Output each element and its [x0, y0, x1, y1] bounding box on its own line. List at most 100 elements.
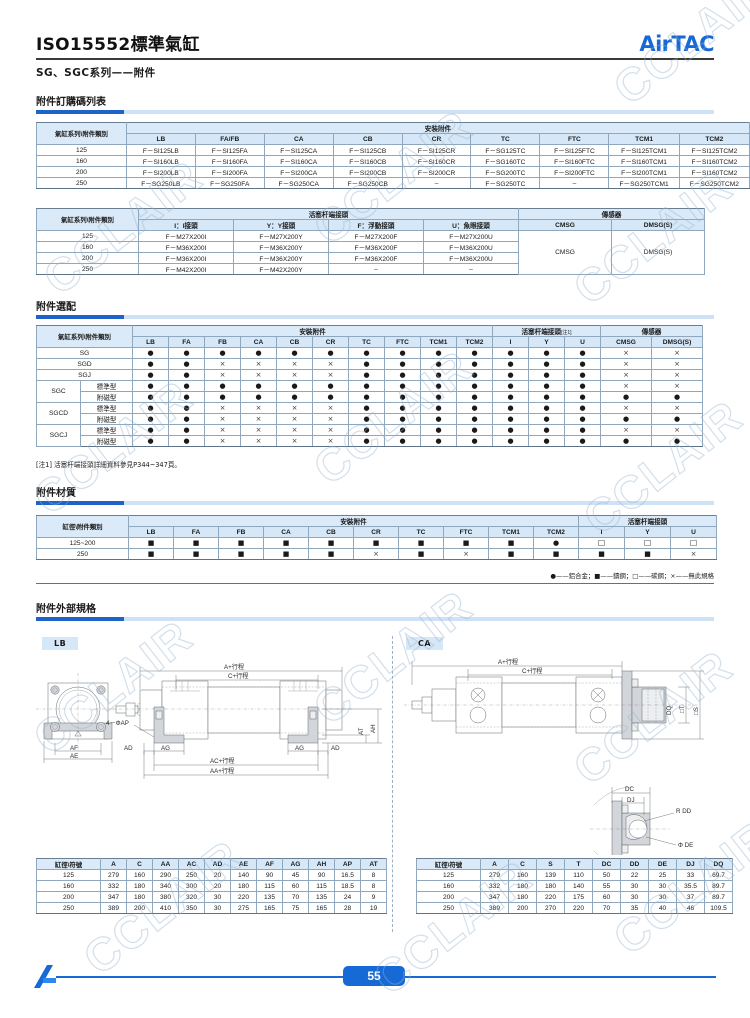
series-label: SGJ [36, 369, 133, 381]
section-title: 附件外部規格 [36, 604, 96, 615]
value-cell: 45 [282, 869, 309, 881]
series-label: SGD [36, 358, 133, 370]
col-header: I：I接頭 [138, 219, 234, 231]
value-cell: 18.5 [334, 880, 361, 892]
mark-o [579, 404, 585, 412]
mark-s [283, 550, 290, 558]
mark-x [220, 404, 226, 412]
mark-x [220, 360, 226, 368]
airtac-footer-logo [34, 965, 56, 988]
col-header-TC: TC [398, 526, 444, 538]
code-cell: F－SI200LB [125, 166, 196, 178]
code-cell: F－SI125LB [125, 144, 196, 156]
mark-cell [492, 369, 529, 381]
corner-label: 缸徑\符號 [36, 858, 101, 870]
mark-cell [528, 435, 565, 447]
table-row: 附磁型 [37, 413, 703, 425]
col-header-AF: AF [256, 858, 283, 870]
bore-cell: 250 [36, 263, 139, 275]
value-cell: 200 [126, 902, 153, 914]
mark-cell [353, 537, 399, 549]
dimension-table-lb: 缸徑\符號 A C AA AC AD AE AF AG AH AP AT 125 279 160 290 250… [36, 858, 387, 914]
col-header-T: T [564, 858, 593, 870]
value-cell: 75 [282, 902, 309, 914]
value-cell: 332 [100, 880, 127, 892]
col-header-DD: DD [620, 858, 649, 870]
mark-cell [312, 413, 349, 425]
value-cell: 20 [204, 880, 231, 892]
mark-cell [384, 413, 421, 425]
mark-o [399, 360, 405, 368]
mark-o [147, 393, 153, 401]
mark-o [399, 371, 405, 379]
value-cell: 135 [256, 891, 283, 903]
code-cell: F－M36X200Y [233, 241, 329, 253]
dim-table-lb-wrap: 缸徑\符號 A C AA AC AD AE AF AG AH AP AT 125 279 160 290 250… [36, 858, 387, 914]
mark-cell [564, 424, 601, 436]
section-selection: 附件選配 [36, 298, 714, 320]
code-cell: – [328, 263, 424, 275]
mark-s [328, 550, 335, 558]
code-cell: F－SI160CR [401, 155, 472, 167]
section-order-codes: 附件訂購碼列表 [36, 93, 714, 115]
col-header-FA/FB: FA/FB [194, 133, 265, 145]
mark-cell [312, 424, 349, 436]
dim-label-dc: DC [625, 786, 634, 793]
mark-o [399, 349, 405, 357]
selection-note: [注1] 活塞杆端接頭詳細資料參見P344~347頁。 [36, 461, 182, 469]
mark-cell [600, 413, 652, 425]
variant-label: 附磁型 [80, 391, 133, 403]
series-label: SGCJ [36, 424, 81, 447]
mark-o [219, 393, 225, 401]
mark-cell [204, 435, 241, 447]
value-cell: 290 [152, 869, 179, 881]
value-cell: 46 [676, 902, 705, 914]
mark-o [183, 415, 189, 423]
section-underline [36, 315, 714, 320]
col-header-CA: CA [263, 526, 309, 538]
material-legend: ●——鋁合金；■——鑄鋼；□——碳鋼；×——無此規格 [550, 572, 714, 580]
mark-cell [456, 424, 493, 436]
dim-label-ap: 4－ΦAP [106, 720, 129, 727]
mark-s [644, 550, 651, 558]
table-row: 160 332 180 340 300 20 180 115 60 115 18.5 8 [36, 880, 387, 892]
mark-cell [492, 391, 529, 403]
value-cell: 200 [508, 902, 537, 914]
mark-cell [528, 424, 565, 436]
mark-x [256, 426, 262, 434]
mark-o [291, 382, 297, 390]
table-header-row: 氣缸系列\附件類別 安裝附件 [36, 122, 750, 145]
col-header-AC: AC [178, 858, 205, 870]
bore-cell: 200 [36, 891, 101, 903]
col-header-TCM2: TCM2 [456, 336, 493, 348]
mark-cell [492, 413, 529, 425]
mark-o [507, 404, 513, 412]
col-header-DQ: DQ [704, 858, 733, 870]
group-header-sensor: 傳感器 [518, 208, 705, 220]
col-header-CR: CR [401, 133, 472, 145]
mark-o [183, 393, 189, 401]
mark-o [623, 393, 629, 401]
mark-cell [348, 369, 385, 381]
mark-cell [564, 347, 601, 359]
mark-x [328, 360, 334, 368]
mark-s [238, 539, 245, 547]
drawing-column-divider [392, 636, 393, 932]
mark-cell [420, 347, 457, 359]
mark-cell [528, 380, 565, 392]
mark-o [435, 349, 441, 357]
mark-x [292, 426, 298, 434]
mark-cell [443, 548, 489, 560]
code-cell: F－SI160LB [125, 155, 196, 167]
mark-cell [128, 548, 174, 560]
value-cell: 110 [564, 869, 593, 881]
bore-cell: 125~200 [36, 537, 129, 549]
table-row: 125 279 160 139 110 50 22 25 33 69.7 [416, 869, 733, 881]
order-code-table: 氣缸系列\附件類別 安裝附件 LB FA/FB CA CB CR TC FTC TCM1 TCM2 1… [36, 122, 750, 189]
page-subtitle: SG、SGC系列——附件 [36, 67, 156, 79]
mark-o [435, 371, 441, 379]
mark-cell [263, 548, 309, 560]
dim-label-c-stroke: C+行程 [522, 667, 542, 675]
code-cell: F－M27X200Y [233, 230, 329, 242]
value-cell: 30 [648, 880, 677, 892]
